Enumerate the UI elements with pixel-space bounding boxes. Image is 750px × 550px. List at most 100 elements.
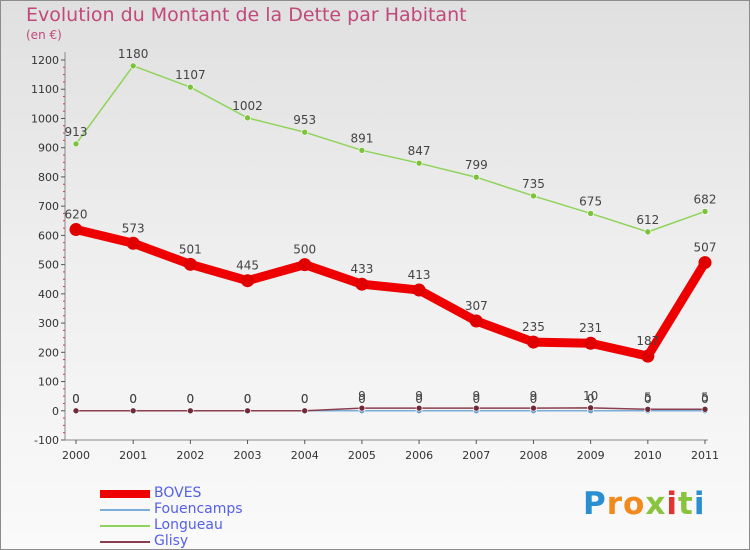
data-label-glisy: 0 xyxy=(301,392,309,406)
logo-letter: o xyxy=(623,486,646,522)
data-point-boves xyxy=(412,283,426,297)
data-point-boves xyxy=(298,258,312,272)
legend-label: Glisy xyxy=(154,533,189,549)
data-label-longueau: 682 xyxy=(694,192,717,206)
data-label-fouencamps: 0 xyxy=(358,392,366,406)
data-label-longueau: 799 xyxy=(465,158,488,172)
data-label-longueau: 735 xyxy=(522,177,545,191)
y-tick-label: 700 xyxy=(38,200,59,213)
legend-label: BOVES xyxy=(154,485,202,501)
data-label-longueau: 612 xyxy=(636,213,659,227)
data-label-longueau: 1002 xyxy=(232,99,263,113)
data-point-longueau xyxy=(472,173,480,181)
data-label-fouencamps: 0 xyxy=(244,392,252,406)
legend-swatch xyxy=(100,541,150,543)
data-label-boves: 231 xyxy=(579,321,602,335)
data-point-boves xyxy=(698,256,712,270)
x-tick-label: 2004 xyxy=(291,449,319,462)
data-point-boves xyxy=(469,314,483,328)
data-label-longueau: 953 xyxy=(293,113,316,127)
data-point-glisy xyxy=(415,404,423,412)
data-label-fouencamps: 0 xyxy=(644,392,652,406)
data-point-glisy xyxy=(244,407,251,415)
y-tick-label: 1000 xyxy=(31,112,59,125)
data-label-glisy: 0 xyxy=(187,392,195,406)
data-label-fouencamps: 0 xyxy=(187,392,195,406)
legend-swatch xyxy=(100,509,150,511)
data-label-boves: 501 xyxy=(179,242,202,256)
chart-subtitle: (en €) xyxy=(26,28,62,42)
x-tick-label: 2007 xyxy=(462,449,490,462)
data-point-boves xyxy=(355,277,369,291)
data-label-fouencamps: 0 xyxy=(72,392,80,406)
data-label-longueau: 675 xyxy=(579,194,602,208)
data-label-boves: 620 xyxy=(65,208,88,222)
data-label-longueau: 1107 xyxy=(175,68,206,82)
data-point-glisy xyxy=(587,404,594,412)
data-label-boves: 433 xyxy=(350,262,373,276)
data-label-longueau: 1180 xyxy=(118,47,149,61)
data-point-boves xyxy=(526,335,540,349)
data-point-boves xyxy=(183,257,197,271)
data-label-fouencamps: 0 xyxy=(587,392,595,406)
data-label-boves: 500 xyxy=(293,243,316,257)
data-label-longueau: 913 xyxy=(65,125,88,139)
y-tick-label: 900 xyxy=(38,142,59,155)
data-point-glisy xyxy=(530,404,537,412)
x-tick-label: 2005 xyxy=(348,449,376,462)
logo-letter: r xyxy=(606,486,624,522)
data-label-fouencamps: 0 xyxy=(301,392,309,406)
y-tick-label: 600 xyxy=(38,229,59,242)
data-point-glisy xyxy=(301,407,309,415)
x-tick-label: 2008 xyxy=(519,449,547,462)
series-line-boves xyxy=(71,225,710,361)
data-label-glisy: 9 xyxy=(415,389,423,403)
data-label-glisy: 0 xyxy=(129,392,137,406)
logo-letter: x xyxy=(645,486,667,522)
data-point-boves xyxy=(69,223,83,237)
data-point-longueau xyxy=(530,192,537,200)
x-tick-label: 2003 xyxy=(234,449,262,462)
legend-swatch xyxy=(100,490,150,498)
data-label-fouencamps: 0 xyxy=(415,392,423,406)
data-label-longueau: 891 xyxy=(350,131,373,145)
y-tick-label: 400 xyxy=(38,288,59,301)
data-label-glisy: 9 xyxy=(530,389,538,403)
y-tick-label: 1100 xyxy=(31,83,59,96)
data-point-glisy xyxy=(701,406,709,413)
chart-title: Evolution du Montant de la Dette par Hab… xyxy=(26,4,467,26)
data-point-boves xyxy=(584,336,598,350)
x-tick-label: 2001 xyxy=(119,449,147,462)
data-point-longueau xyxy=(301,128,309,136)
data-label-glisy: 9 xyxy=(472,389,480,403)
data-point-longueau xyxy=(587,210,594,217)
data-point-longueau xyxy=(358,147,366,154)
data-label-glisy: 9 xyxy=(358,389,366,403)
data-label-fouencamps: 0 xyxy=(129,392,137,406)
legend-label: Fouencamps xyxy=(154,501,243,517)
data-point-glisy xyxy=(644,406,652,413)
data-point-boves xyxy=(241,274,255,288)
logo-letter: i xyxy=(666,486,678,522)
data-label-longueau: 847 xyxy=(408,144,431,158)
data-label-boves: 445 xyxy=(236,259,259,273)
logo-letter: i xyxy=(693,486,706,522)
data-label-boves: 507 xyxy=(694,241,717,255)
series-line-longueau xyxy=(75,65,706,233)
data-point-glisy xyxy=(129,407,137,415)
data-point-longueau xyxy=(644,228,652,236)
data-point-glisy xyxy=(187,407,194,415)
data-label-fouencamps: 0 xyxy=(530,392,538,406)
data-point-longueau xyxy=(415,159,423,167)
data-point-glisy xyxy=(472,404,480,412)
data-label-glisy: 10 xyxy=(583,389,598,403)
logo-letter: t xyxy=(677,486,694,522)
x-tick-label: 2002 xyxy=(176,449,204,462)
y-tick-label: 800 xyxy=(38,171,59,184)
data-point-longueau xyxy=(129,62,137,70)
data-point-longueau xyxy=(701,208,709,215)
data-label-boves: 307 xyxy=(465,299,488,313)
legend-swatch xyxy=(100,525,150,527)
